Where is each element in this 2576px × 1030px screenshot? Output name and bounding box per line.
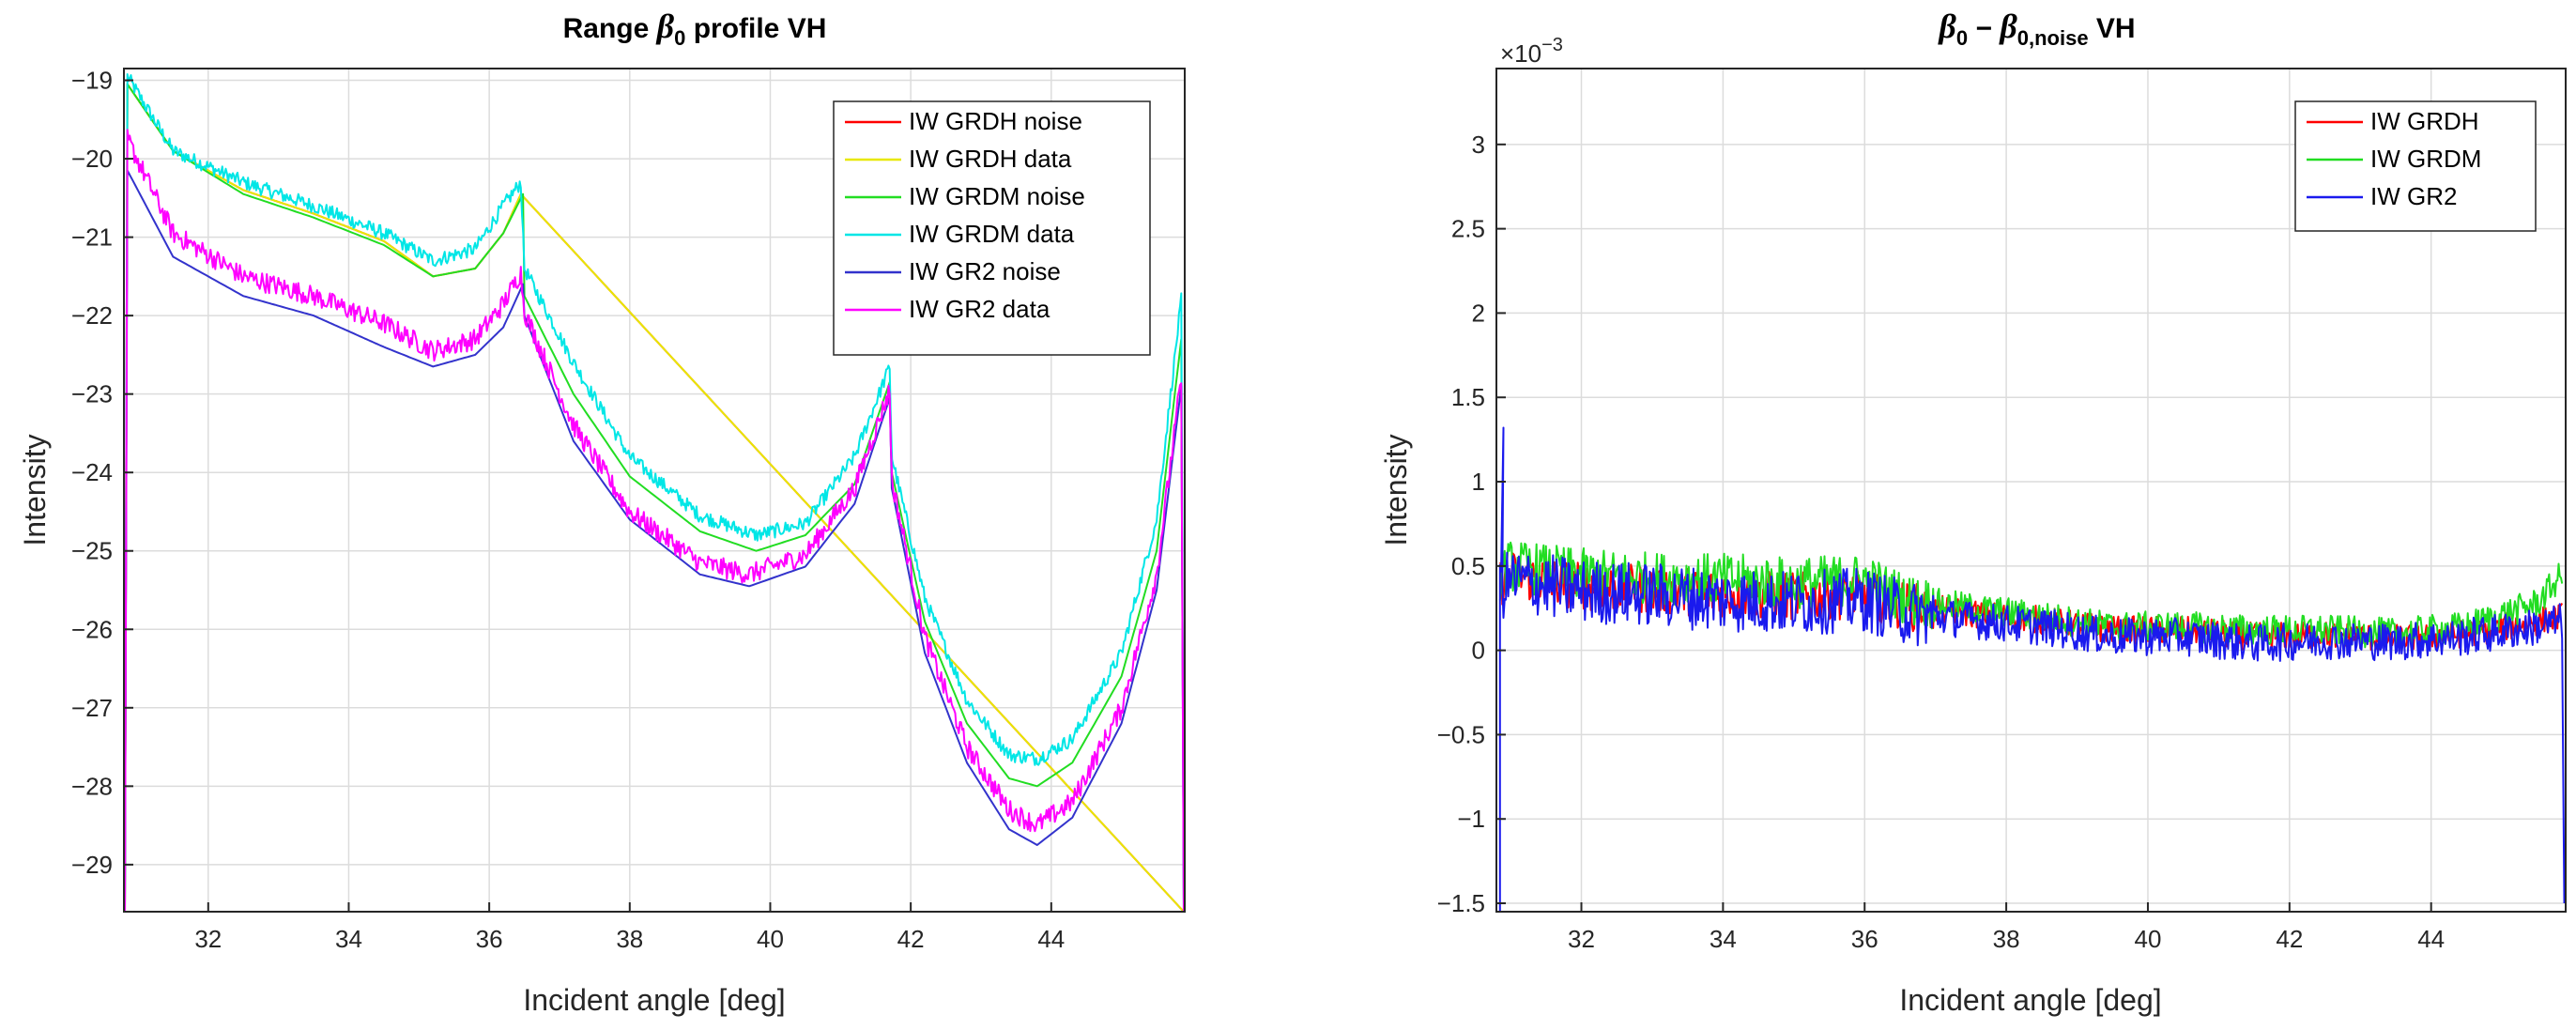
y-tick-label: 0 — [1472, 637, 1485, 665]
legend-label: IW GRDH — [2370, 107, 2479, 135]
x-tick-label: 36 — [1851, 925, 1878, 953]
y-axis-label: Intensity — [1379, 434, 1413, 546]
y-exponent-label: ×10−3 — [1500, 35, 1563, 68]
legend[interactable]: IW GRDH IW GRDM IW GR2 — [2294, 100, 2537, 232]
legend-label: IW GRDH noise — [909, 107, 1082, 135]
x-tick-label: 38 — [1993, 925, 2020, 953]
x-tick-label: 32 — [1568, 925, 1595, 953]
y-tick-label: −23 — [71, 380, 113, 408]
y-tick-label: −1.5 — [1437, 889, 1485, 917]
y-tick-label: 2.5 — [1451, 215, 1485, 243]
series-iw-grdm-data — [124, 73, 1185, 912]
series-iw-grdm — [1498, 541, 2564, 650]
axis-ticks: 32 34 36 38 40 42 44 3 2.5 2 1.5 1 0.5 0 −0.5 −1 −1.5 — [1437, 131, 2445, 953]
x-axis-label: Incident angle [deg] — [523, 983, 785, 1017]
y-tick-label: −24 — [71, 458, 113, 486]
axis-ticks: 32 34 36 38 40 42 44 −19 −20 −21 −22 −23 −24 −25 −26 −2… — [71, 67, 1065, 953]
series-iw-gr2 — [1498, 426, 2566, 912]
y-tick-label: 2 — [1472, 299, 1485, 327]
plot-area — [124, 73, 1185, 912]
y-tick-label: −21 — [71, 223, 113, 252]
x-tick-label: 44 — [2417, 925, 2445, 953]
legend-label: IW GRDM data — [909, 220, 1075, 248]
chart-title: Range β0 profile VH — [563, 8, 827, 50]
axes-frame — [1495, 68, 2567, 913]
x-tick-label: 40 — [757, 925, 784, 953]
plot-area — [1498, 426, 2566, 912]
x-tick-label: 42 — [897, 925, 925, 953]
y-tick-label: −28 — [71, 772, 113, 800]
legend-label: IW GR2 data — [909, 295, 1050, 323]
x-tick-label: 36 — [476, 925, 503, 953]
y-tick-label: −29 — [71, 851, 113, 879]
x-tick-label: 44 — [1037, 925, 1065, 953]
x-tick-label: 32 — [194, 925, 222, 953]
legend-label: IW GR2 noise — [909, 257, 1061, 285]
y-tick-label: 1 — [1472, 468, 1485, 496]
x-axis-label: Incident angle [deg] — [1899, 983, 2161, 1017]
legend-label: IW GRDH data — [909, 145, 1072, 173]
y-tick-label: −27 — [71, 694, 113, 722]
range-beta0-profile-chart: Range β0 profile VH 32 34 36 38 40 42 44 −19 −20… — [18, 8, 1186, 1017]
legend[interactable]: IW GRDH noise IW GRDH data IW GRDM noise IW… — [833, 100, 1151, 356]
y-tick-label: −0.5 — [1437, 720, 1485, 748]
y-tick-label: 0.5 — [1451, 552, 1485, 580]
series-iw-grdm-noise — [124, 83, 1185, 912]
x-tick-label: 34 — [1710, 925, 1737, 953]
y-tick-label: 3 — [1472, 131, 1485, 159]
y-tick-label: 1.5 — [1451, 383, 1485, 411]
x-tick-label: 34 — [335, 925, 362, 953]
y-tick-label: −26 — [71, 615, 113, 643]
x-tick-label: 42 — [2276, 925, 2303, 953]
axes-frame — [123, 68, 1186, 913]
y-tick-label: −1 — [1457, 805, 1485, 833]
beta0-minus-noise-chart: β0 − β0,noise VH ×10−3 32 34 36 38 40 42 44 3 2.… — [1379, 8, 2567, 1017]
chart-title: β0 − β0,noise VH — [1937, 8, 2135, 50]
grid — [1496, 69, 2566, 912]
legend-label: IW GR2 — [2370, 182, 2457, 210]
y-axis-label: Intensity — [18, 434, 52, 546]
y-tick-label: −25 — [71, 537, 113, 565]
y-tick-label: −22 — [71, 301, 113, 330]
series-iw-gr2-data — [124, 129, 1185, 912]
x-tick-label: 40 — [2134, 925, 2161, 953]
legend-box — [833, 100, 1151, 356]
x-tick-label: 38 — [616, 925, 643, 953]
legend-label: IW GRDM — [2370, 145, 2481, 173]
legend-label: IW GRDM noise — [909, 182, 1085, 210]
y-tick-label: −19 — [71, 67, 113, 95]
y-tick-label: −20 — [71, 145, 113, 173]
